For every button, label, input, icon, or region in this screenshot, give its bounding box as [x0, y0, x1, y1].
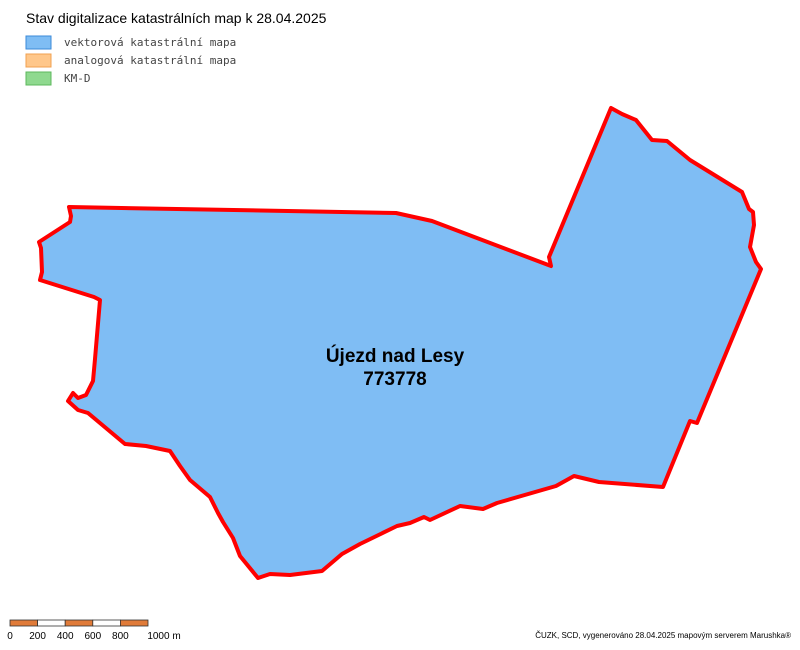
area-code: 773778: [363, 369, 426, 390]
scale-label: 800: [112, 631, 129, 642]
scale-label: 1000 m: [147, 631, 180, 642]
legend-swatch: [25, 35, 52, 50]
scale-segment: [92, 619, 121, 627]
scale-segment: [120, 619, 149, 627]
scale-segment: [9, 619, 39, 627]
scale-label: 600: [84, 631, 101, 642]
scale-bar: 0 200 400 600 800 1000 m: [7, 619, 181, 642]
scale-segment: [37, 619, 66, 627]
area-name: Újezd nad Lesy: [326, 345, 465, 367]
scale-label: 200: [29, 631, 46, 642]
legend-swatch: [25, 53, 52, 68]
credit: ČUZK, SCD, vygenerováno 28.04.2025 mapov…: [535, 631, 791, 640]
legend: vektorová katastrální mapa analogová kata…: [25, 35, 236, 86]
legend-label: KM-D: [64, 72, 91, 85]
scale-label: 400: [57, 631, 74, 642]
legend-swatch: [25, 71, 52, 86]
scale-label: 0: [7, 631, 13, 642]
cadastral-area[interactable]: [37, 106, 763, 580]
map-title: Stav digitalizace katastrálních map k 28…: [26, 10, 327, 26]
legend-label: analogová katastrální mapa: [64, 54, 236, 67]
scale-segment: [64, 619, 94, 627]
legend-label: vektorová katastrální mapa: [64, 36, 236, 49]
